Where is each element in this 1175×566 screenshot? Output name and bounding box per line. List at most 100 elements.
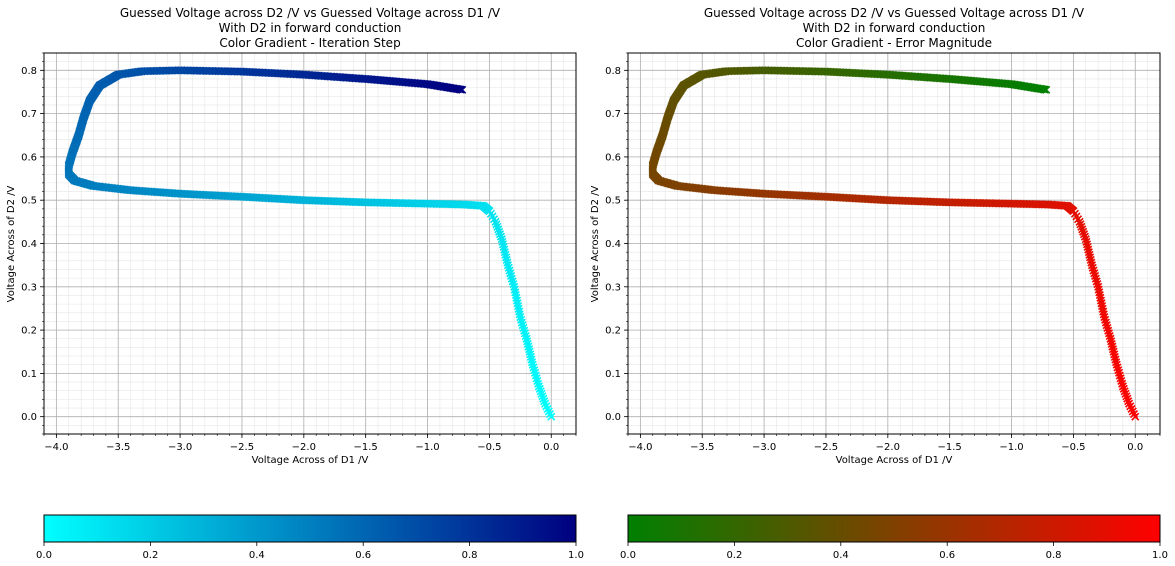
colorbar-tick-label: 0.4 bbox=[249, 550, 265, 561]
colorbar-tick-label: 0.2 bbox=[142, 550, 158, 561]
y-tick-label: 0.2 bbox=[605, 326, 621, 337]
x-tick-label: −3.0 bbox=[168, 442, 192, 453]
y-tick-label: 0.7 bbox=[21, 109, 37, 120]
chart-left-title-line-1: Guessed Voltage across D2 /V vs Guessed … bbox=[120, 6, 501, 20]
chart-right-title-line-1: Guessed Voltage across D2 /V vs Guessed … bbox=[704, 6, 1085, 20]
data-point bbox=[1081, 235, 1090, 244]
colorbar-tick-label: 1.0 bbox=[1152, 550, 1168, 561]
y-tick-label: 0.6 bbox=[21, 152, 37, 163]
data-point bbox=[1080, 232, 1089, 241]
x-tick-label: −2.0 bbox=[292, 442, 316, 453]
chart-right-colorbar bbox=[627, 514, 1161, 543]
data-point bbox=[1121, 389, 1130, 398]
chart-right-grid bbox=[628, 53, 1160, 434]
y-tick-label: 0.0 bbox=[605, 412, 621, 423]
data-point bbox=[493, 222, 502, 231]
data-point bbox=[1039, 85, 1048, 94]
data-point bbox=[496, 232, 505, 241]
data-point bbox=[456, 85, 465, 94]
x-tick-label: −0.5 bbox=[477, 442, 501, 453]
chart-right-x-axis-label: Voltage Across of D1 /V bbox=[836, 455, 953, 466]
chart-right: Guessed Voltage across D2 /V vs Guessed … bbox=[590, 6, 1168, 561]
chart-left-y-axis-label: Voltage Across of D2 /V bbox=[6, 185, 17, 302]
colorbar-tick-label: 0.0 bbox=[620, 550, 636, 561]
chart-right-title-line-2: With D2 in forward conduction bbox=[803, 21, 986, 35]
y-tick-label: 0.3 bbox=[21, 282, 37, 293]
data-point bbox=[494, 225, 503, 234]
y-tick-label: 0.0 bbox=[21, 412, 37, 423]
colorbar-tick-label: 1.0 bbox=[568, 550, 584, 561]
y-tick-label: 0.4 bbox=[21, 239, 37, 250]
data-point bbox=[1078, 225, 1087, 234]
colorbar-tick-label: 0.4 bbox=[833, 550, 849, 561]
data-point bbox=[497, 235, 506, 244]
chart-right-ticks: −4.0 −3.5 −3.0 −2.5 −2.0 −1.5 −1.0 −0.5 0.0 0.0 0.… bbox=[605, 52, 1161, 453]
data-point bbox=[535, 384, 544, 393]
x-tick-label: −2.0 bbox=[876, 442, 900, 453]
data-point bbox=[1123, 394, 1132, 403]
colorbar-tick-label: 0.2 bbox=[726, 550, 742, 561]
y-tick-label: 0.7 bbox=[605, 109, 621, 120]
data-point bbox=[1125, 399, 1134, 408]
data-point bbox=[1079, 230, 1089, 239]
data-point bbox=[492, 220, 501, 229]
data-point bbox=[1076, 220, 1085, 229]
chart-left-colorbar bbox=[43, 514, 577, 543]
x-tick-label: 0.0 bbox=[1127, 442, 1143, 453]
chart-left-grid bbox=[44, 53, 576, 434]
data-point bbox=[1079, 227, 1088, 236]
y-tick-label: 0.1 bbox=[605, 369, 621, 380]
x-tick-label: −1.5 bbox=[354, 442, 378, 453]
data-point bbox=[538, 392, 547, 401]
chart-right-title-line-3: Color Gradient - Error Magnitude bbox=[796, 36, 992, 50]
chart-left-title-line-3: Color Gradient - Iteration Step bbox=[219, 36, 400, 50]
y-tick-label: 0.5 bbox=[21, 196, 37, 207]
y-tick-label: 0.8 bbox=[21, 66, 37, 77]
chart-left-title-line-2: With D2 in forward conduction bbox=[219, 21, 402, 35]
x-tick-label: −3.5 bbox=[690, 442, 714, 453]
x-tick-label: −2.5 bbox=[814, 442, 838, 453]
chart-right-points bbox=[648, 66, 1140, 421]
data-point bbox=[1040, 85, 1049, 94]
x-tick-label: −1.0 bbox=[415, 442, 439, 453]
chart-right-colorbar-ticks: 0.0 0.2 0.4 0.6 0.8 1.0 bbox=[620, 542, 1168, 561]
data-point bbox=[1120, 387, 1129, 396]
x-tick-label: −4.0 bbox=[628, 442, 652, 453]
x-tick-label: −2.5 bbox=[230, 442, 254, 453]
x-tick-label: 0.0 bbox=[543, 442, 559, 453]
colorbar-tick-label: 0.8 bbox=[1046, 550, 1062, 561]
data-point bbox=[540, 397, 549, 406]
x-tick-label: −3.5 bbox=[106, 442, 130, 453]
y-tick-label: 0.4 bbox=[605, 239, 621, 250]
data-point bbox=[1119, 384, 1128, 393]
x-tick-label: −3.0 bbox=[752, 442, 776, 453]
data-point bbox=[539, 394, 548, 403]
data-point bbox=[541, 399, 550, 408]
data-point bbox=[495, 230, 505, 239]
chart-left-points bbox=[64, 66, 556, 421]
chart-left-x-axis-label: Voltage Across of D1 /V bbox=[252, 455, 369, 466]
y-tick-label: 0.1 bbox=[21, 369, 37, 380]
y-tick-label: 0.6 bbox=[605, 152, 621, 163]
x-tick-label: −0.5 bbox=[1061, 442, 1085, 453]
data-point bbox=[1124, 397, 1133, 406]
data-point bbox=[455, 85, 464, 94]
colorbar-tick-label: 0.6 bbox=[939, 550, 955, 561]
data-point bbox=[536, 387, 545, 396]
data-point bbox=[1042, 85, 1051, 94]
data-point bbox=[1077, 222, 1086, 231]
data-point bbox=[537, 389, 546, 398]
y-tick-label: 0.2 bbox=[21, 326, 37, 337]
colorbar-tick-label: 0.6 bbox=[355, 550, 371, 561]
colorbar-tick-label: 0.0 bbox=[36, 550, 52, 561]
data-point bbox=[1122, 392, 1131, 401]
colorbar-tick-label: 0.8 bbox=[462, 550, 478, 561]
y-tick-label: 0.3 bbox=[605, 282, 621, 293]
x-tick-label: −1.0 bbox=[999, 442, 1023, 453]
x-tick-label: −4.0 bbox=[44, 442, 68, 453]
chart-right-y-axis-label: Voltage Across of D2 /V bbox=[590, 185, 601, 302]
data-point bbox=[458, 85, 467, 94]
x-tick-label: −1.5 bbox=[938, 442, 962, 453]
data-point bbox=[495, 227, 504, 236]
